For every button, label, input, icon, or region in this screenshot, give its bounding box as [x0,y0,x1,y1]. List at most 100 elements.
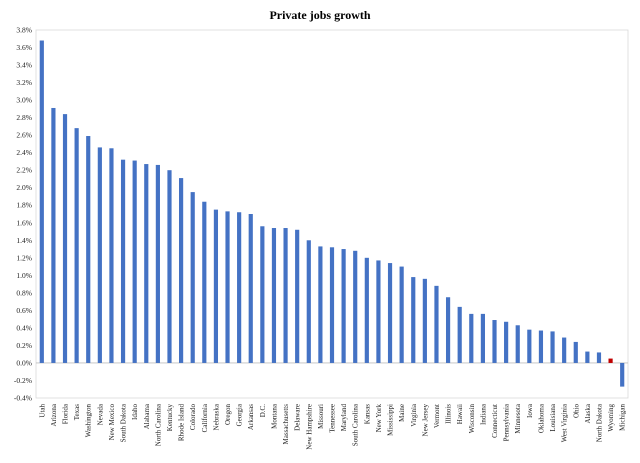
x-tick-label: Alaska [584,403,592,423]
bar [120,159,126,363]
x-tick-label: Virginia [410,403,418,427]
y-tick-label: 0.2% [16,341,32,350]
y-tick-label: 1.8% [16,201,32,210]
chart-title: Private jobs growth [269,8,371,22]
y-tick-label: 2.8% [16,113,32,122]
bar [608,358,613,363]
x-tick-label: North Dakota [595,403,603,442]
x-tick-label: Montana [270,403,278,429]
y-tick-label: 0.0% [16,358,32,367]
bar [237,212,242,363]
y-tick-label: 3.8% [16,26,32,35]
plot-area [35,29,629,399]
bar [353,250,358,363]
x-tick-label: Kansas [363,404,371,424]
y-tick-label: 3.6% [16,43,32,52]
bar [515,325,520,363]
x-tick-label: Nevada [96,403,104,425]
bar [387,263,393,363]
x-tick-label: West Virginia [561,403,569,442]
bar [457,306,462,363]
x-tick-label: North Carolina [154,403,162,446]
bar [364,257,369,363]
x-tick-label: Maine [398,404,406,422]
x-tick-label: Connecticut [491,404,499,438]
x-tick-label: New York [375,404,383,433]
bar [445,297,451,363]
bar [504,321,509,363]
x-tick-label: Colorado [189,404,197,431]
bar [283,228,288,363]
bar [341,249,346,363]
bar [86,136,91,363]
bar [39,40,44,363]
x-tick-label: Michigan [619,404,627,431]
bar [144,164,149,363]
x-tick-label: Oklahoma [537,403,545,433]
y-tick-label: 1.4% [16,236,32,245]
bar [620,362,625,387]
bar [376,260,381,363]
bar [318,246,323,363]
y-tick-label: 2.0% [16,183,32,192]
y-tick-label: 2.6% [16,131,32,140]
x-tick-label: Mississippi [387,404,395,436]
bar [527,329,532,363]
x-tick-label: Illinois [445,404,453,424]
y-tick-label: 0.6% [16,306,32,315]
x-tick-label: South Dakota [120,403,128,442]
x-tick-label: New Mexico [108,404,116,441]
x-tick-label: Rhode Island [178,404,186,442]
bar [62,114,68,363]
x-tick-label: Ohio [572,404,580,419]
x-tick-label: Kentucky [166,404,174,432]
x-tick-label: Pennsylvania [503,403,511,441]
bar [422,278,427,363]
x-tick-label: Hawaii [456,404,464,424]
y-tick-label: 2.2% [16,166,32,175]
x-tick-label: Missouri [317,404,325,429]
x-tick-label: New Jersey [421,404,429,437]
x-tick-label: Alabama [143,403,151,429]
bar [596,352,602,363]
bar [248,214,253,363]
bar [295,229,300,363]
x-tick-label: Texas [73,404,81,421]
y-tick-label: -0.2% [14,376,32,385]
x-tick-label: D.C. [259,404,267,417]
bar [155,164,160,363]
x-tick-label: Maryland [340,404,348,432]
x-tick-label: Vermont [433,404,441,428]
bar [480,313,485,363]
x-tick-label: Florida [62,403,70,424]
y-tick-label: 3.4% [16,61,32,70]
x-tick-label: Arkansas [247,404,255,430]
y-tick-label: 1.6% [16,218,32,227]
x-tick-label: Massachusetts [282,404,290,445]
bar [190,192,195,363]
bar [167,170,172,363]
x-tick-label: Washington [85,404,93,438]
x-tick-label: Wyoming [607,404,615,432]
bar [260,226,265,363]
x-tick-label: Utah [38,404,46,418]
bar [97,147,102,363]
bar [271,228,277,363]
y-tick-label: 2.4% [16,148,32,157]
y-tick-label: 1.0% [16,271,32,280]
bar [550,331,555,363]
x-tick-label: Tennessee [329,404,337,433]
x-tick-label: Louisiana [549,403,557,431]
bar [411,277,416,363]
x-tick-label: Iowa [526,403,534,418]
x-tick-label: Wisconsin [468,404,476,434]
bar [562,337,567,363]
bar [469,313,474,363]
bar [225,211,230,363]
y-tick-label: 0.8% [16,288,32,297]
bar [51,107,56,363]
x-tick-label: Nebraska [212,403,220,430]
y-tick-label: 3.2% [16,78,32,87]
